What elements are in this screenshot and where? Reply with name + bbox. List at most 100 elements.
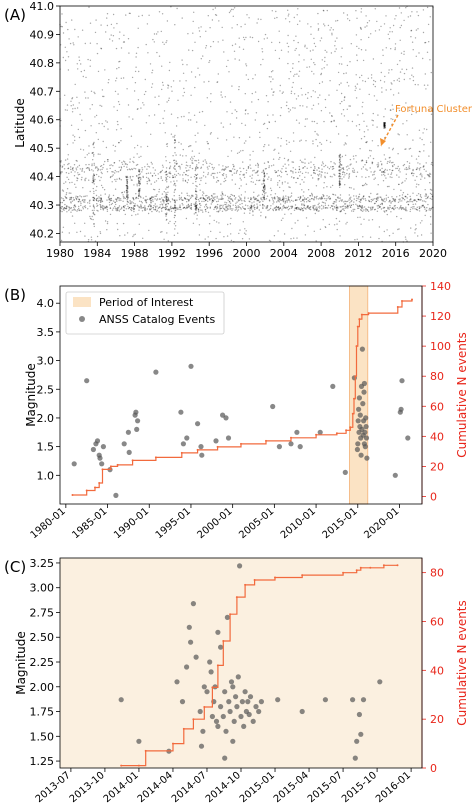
catalog-point — [219, 231, 221, 233]
catalog-point — [299, 208, 301, 211]
catalog-point — [311, 192, 313, 195]
catalog-point — [342, 171, 345, 173]
catalog-point — [227, 205, 229, 208]
catalog-point — [126, 88, 128, 90]
catalog-point — [233, 7, 236, 9]
catalog-point — [373, 202, 376, 205]
catalog-point — [145, 202, 148, 204]
catalog-point — [200, 179, 202, 182]
catalog-point — [174, 206, 177, 209]
catalog-point — [287, 51, 289, 53]
catalog-point — [219, 205, 221, 208]
catalog-point — [383, 124, 386, 126]
catalog-point — [113, 106, 115, 108]
catalog-point — [159, 171, 161, 174]
catalog-point — [278, 208, 280, 210]
catalog-point — [299, 197, 301, 199]
catalog-point — [311, 195, 314, 197]
catalog-point — [254, 119, 256, 121]
catalog-point — [155, 195, 158, 197]
catalog-point — [248, 200, 250, 202]
catalog-point — [182, 174, 184, 176]
catalog-point — [422, 57, 424, 60]
catalog-point — [93, 180, 95, 182]
catalog-point — [167, 99, 170, 102]
catalog-point — [221, 198, 224, 200]
catalog-point — [403, 53, 405, 55]
catalog-point — [135, 196, 137, 199]
catalog-point — [355, 203, 357, 205]
catalog-point — [117, 197, 119, 199]
catalog-point — [361, 159, 363, 161]
catalog-point — [348, 177, 350, 179]
y-tick-label: 41.0 — [30, 0, 55, 13]
catalog-point — [181, 59, 183, 61]
catalog-point — [294, 168, 297, 171]
catalog-point — [146, 23, 149, 25]
catalog-point — [161, 169, 163, 172]
catalog-point — [158, 11, 161, 13]
catalog-point — [161, 164, 164, 166]
y-tick-label: 2.50 — [30, 631, 55, 644]
catalog-point — [240, 185, 242, 187]
catalog-point — [252, 210, 254, 212]
catalog-point — [97, 70, 100, 73]
catalog-point — [217, 200, 220, 202]
catalog-point — [368, 195, 370, 198]
catalog-point — [295, 208, 297, 210]
catalog-point — [251, 208, 253, 210]
catalog-point — [145, 90, 147, 93]
catalog-point — [62, 226, 65, 228]
catalog-point — [125, 190, 128, 192]
catalog-point — [75, 198, 78, 201]
catalog-point — [175, 207, 177, 209]
catalog-point — [183, 115, 185, 118]
catalog-point — [133, 199, 135, 201]
catalog-point — [253, 201, 255, 203]
catalog-point — [192, 20, 194, 23]
catalog-point — [416, 11, 418, 13]
catalog-point — [339, 194, 342, 196]
catalog-point — [408, 148, 410, 150]
event-point — [218, 704, 224, 710]
catalog-point — [342, 109, 345, 111]
catalog-point — [341, 167, 343, 169]
catalog-point — [114, 145, 117, 148]
x-tick-label: 2005-01 — [237, 506, 276, 541]
event-point — [363, 435, 370, 441]
catalog-point — [317, 179, 319, 181]
catalog-point — [419, 163, 421, 165]
catalog-point — [193, 176, 196, 178]
catalog-point — [214, 207, 216, 209]
catalog-point — [287, 198, 290, 201]
catalog-point — [212, 176, 215, 178]
catalog-point — [283, 206, 286, 208]
cumulative-marker — [356, 325, 359, 328]
catalog-point — [309, 206, 312, 208]
catalog-point — [275, 208, 277, 211]
catalog-point — [295, 47, 297, 50]
catalog-point — [157, 173, 159, 175]
catalog-point — [423, 84, 426, 86]
catalog-point — [117, 171, 120, 173]
catalog-point — [323, 10, 325, 12]
catalog-point — [365, 141, 367, 144]
catalog-point — [92, 151, 94, 154]
cumulative-marker — [290, 436, 292, 439]
catalog-point — [341, 171, 344, 173]
catalog-point — [92, 218, 94, 221]
catalog-point — [112, 165, 114, 167]
catalog-point — [77, 36, 79, 38]
catalog-point — [65, 192, 68, 194]
catalog-point — [141, 210, 144, 212]
catalog-point — [320, 197, 322, 199]
catalog-point — [254, 183, 257, 185]
catalog-point — [126, 185, 128, 187]
catalog-point — [180, 116, 183, 118]
catalog-point — [344, 154, 347, 156]
catalog-point — [194, 169, 196, 172]
catalog-point — [270, 179, 272, 182]
catalog-point — [278, 208, 280, 211]
catalog-point — [339, 175, 342, 178]
catalog-point — [270, 165, 273, 167]
